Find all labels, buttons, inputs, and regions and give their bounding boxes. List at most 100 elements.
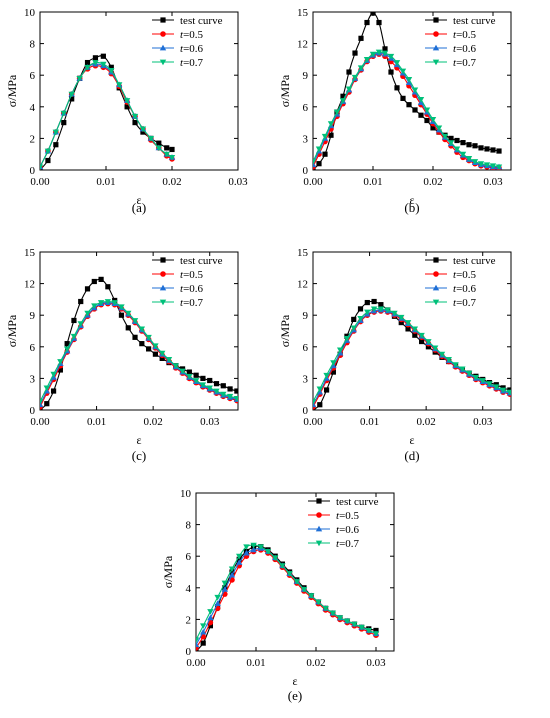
data-point <box>108 64 114 70</box>
y-tick-label: 3 <box>303 133 309 145</box>
data-point <box>243 544 250 550</box>
data-point <box>454 137 460 144</box>
data-point <box>333 109 341 116</box>
data-point <box>322 605 329 612</box>
data-point <box>250 542 257 549</box>
x-tick-label: 0.03 <box>366 657 386 669</box>
data-point <box>200 623 207 629</box>
y-tick-label: 12 <box>297 39 308 51</box>
data-point <box>118 312 125 318</box>
data-point <box>165 357 173 363</box>
data-point <box>358 624 365 631</box>
data-point <box>264 549 272 555</box>
y-tick-label: 0 <box>303 165 309 177</box>
data-point <box>459 151 467 158</box>
legend-label: t=0.7 <box>336 538 360 550</box>
data-point <box>405 77 413 83</box>
data-point <box>44 401 50 407</box>
data-point <box>394 85 400 91</box>
data-point <box>84 59 91 66</box>
legend-marker <box>315 525 323 532</box>
data-point <box>400 95 406 101</box>
x-tick-label: 0.01 <box>96 176 115 188</box>
data-point <box>340 93 346 99</box>
series-t05 <box>40 62 175 170</box>
data-point <box>243 549 250 556</box>
series-t05 <box>313 308 511 410</box>
data-point <box>391 310 398 317</box>
data-point <box>323 372 330 379</box>
data-point <box>100 61 107 68</box>
series-test <box>196 544 379 651</box>
data-point <box>172 363 179 369</box>
data-point <box>226 393 234 400</box>
series-test <box>40 53 175 170</box>
data-point <box>465 370 473 377</box>
data-point <box>214 600 221 606</box>
series-line <box>196 549 377 649</box>
x-tick-label: 0.03 <box>483 176 503 188</box>
y-tick-label: 4 <box>186 583 192 595</box>
data-point <box>466 142 472 148</box>
data-point <box>123 98 131 104</box>
legend-item: test curve <box>425 255 496 267</box>
y-tick-label: 0 <box>30 165 36 177</box>
data-point <box>60 110 67 117</box>
series-test <box>313 12 502 170</box>
legend-item: t=0.6 <box>425 43 477 55</box>
data-point <box>138 326 146 333</box>
data-point <box>152 343 159 349</box>
legend-marker <box>433 17 439 23</box>
data-point <box>459 366 466 373</box>
panel-label: (c) <box>132 448 146 463</box>
legend-marker <box>433 257 439 263</box>
legend-marker <box>160 31 166 37</box>
data-point <box>111 300 118 306</box>
data-point <box>186 369 192 375</box>
data-point <box>63 346 71 353</box>
data-point <box>398 314 405 321</box>
data-point <box>257 544 264 550</box>
data-point <box>40 399 44 405</box>
legend-marker <box>159 44 167 51</box>
data-point <box>417 97 425 103</box>
legend-item: t=0.6 <box>308 524 360 536</box>
y-tick-label: 10 <box>180 488 192 500</box>
data-point <box>479 378 486 384</box>
chart-panel: 0.00 0.01 0.02 0.03 0 2 4 6 8 10 ε σ/MPa (a) test cur… <box>5 7 248 215</box>
data-point <box>418 332 425 339</box>
data-point <box>483 162 491 168</box>
chart-panel: 0.00 0.01 0.02 0.03 0 3 6 9 12 15 ε σ/MPa (c) test cu… <box>5 247 239 463</box>
data-point <box>398 319 404 326</box>
legend-item: test curve <box>308 496 379 508</box>
data-point <box>220 391 227 398</box>
data-point <box>43 385 50 392</box>
data-point <box>193 372 199 378</box>
panel-label: (d) <box>404 448 419 463</box>
data-point <box>431 345 439 352</box>
data-point <box>105 284 111 290</box>
y-tick-label: 9 <box>303 310 309 322</box>
x-axis-label: ε <box>292 674 297 688</box>
legend-label: test curve <box>336 496 379 508</box>
legend-marker <box>433 271 439 277</box>
series-line <box>40 61 173 168</box>
data-point <box>92 55 99 61</box>
data-point <box>375 49 383 56</box>
data-point <box>68 91 75 98</box>
data-point <box>124 104 130 110</box>
data-point <box>57 367 63 373</box>
data-point <box>344 618 351 625</box>
series-t05 <box>40 300 238 410</box>
data-point <box>163 151 170 158</box>
series-line <box>40 65 173 168</box>
legend-label: t=0.7 <box>180 57 204 69</box>
y-tick-label: 8 <box>30 39 36 51</box>
legend-item: t=0.6 <box>425 283 477 295</box>
data-point <box>404 320 412 326</box>
data-point <box>384 307 391 314</box>
data-point <box>322 151 328 157</box>
data-point <box>376 19 382 26</box>
legend-label: t=0.5 <box>336 510 360 522</box>
